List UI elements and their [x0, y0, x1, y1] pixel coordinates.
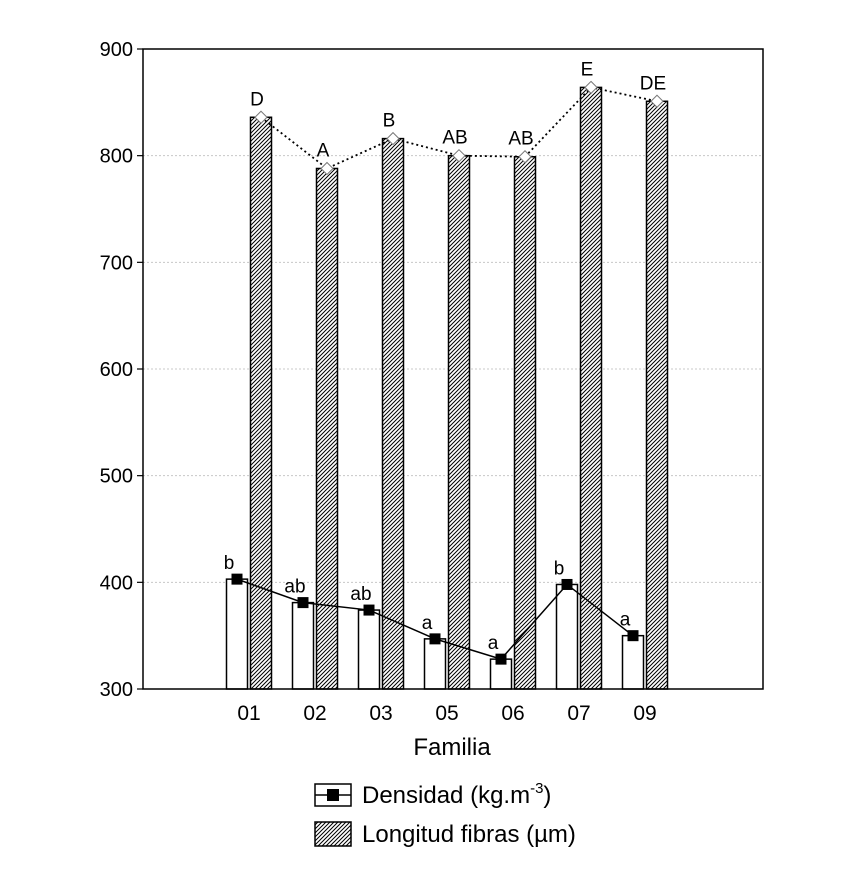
y-tick-label-300: 300 — [100, 679, 133, 701]
legend-marker-densidad — [327, 789, 339, 801]
legend-swatch-longitud — [314, 821, 352, 847]
marker-densidad-06 — [495, 653, 507, 665]
bar-longitud-06 — [513, 155, 537, 690]
marker-longitud-02 — [320, 161, 334, 176]
y-tick-label-900: 900 — [100, 39, 133, 61]
marker-densidad-09 — [627, 630, 639, 642]
letter-longitud-01: D — [250, 89, 264, 110]
bar-longitud-09 — [645, 100, 669, 690]
letter-longitud-03: B — [383, 111, 396, 132]
bar-longitud-05 — [447, 154, 471, 690]
letter-densidad-01: b — [224, 553, 235, 574]
marker-densidad-07 — [561, 578, 573, 590]
legend-label-densidad: Densidad (kg.m-3) — [362, 780, 551, 809]
marker-longitud-06 — [518, 150, 532, 164]
significance-letters: b Dab Aab Ba AB a AB b Ea DE — [224, 59, 666, 654]
y-tick-label-600: 600 — [100, 359, 133, 381]
letter-longitud-09: DE — [640, 73, 666, 94]
x-tick-label-01: 01 — [237, 702, 260, 725]
marker-densidad-03 — [363, 604, 375, 616]
letter-longitud-06: AB — [508, 129, 533, 150]
marker-longitud-03 — [386, 131, 400, 146]
x-tick-label-03: 03 — [369, 702, 392, 725]
bar-densidad-05 — [423, 638, 447, 690]
letter-densidad-02: ab — [284, 577, 305, 598]
y-tick-label-400: 400 — [100, 572, 133, 594]
y-tick-label-700: 700 — [100, 252, 133, 274]
x-tick-label-02: 02 — [303, 702, 326, 725]
bar-densidad-09 — [621, 634, 645, 690]
x-axis-ticks: 01 02 03 05 06 07 09 — [237, 702, 656, 725]
letter-densidad-05: a — [422, 613, 433, 634]
y-tick-label-500: 500 — [100, 466, 133, 488]
letter-densidad-06: a — [488, 633, 499, 654]
markers — [231, 80, 664, 665]
x-tick-label-09: 09 — [633, 702, 656, 725]
y-tick-label-800: 800 — [100, 146, 133, 168]
legend-label-longitud: Longitud fibras (µm) — [362, 821, 576, 848]
x-axis-title: Familia — [413, 734, 491, 761]
marker-longitud-01 — [254, 110, 268, 124]
marker-densidad-05 — [429, 633, 441, 645]
bar-densidad-01 — [225, 578, 249, 690]
letter-densidad-07: b — [554, 558, 565, 579]
bar-longitud-01 — [249, 116, 273, 690]
bar-densidad-02 — [291, 601, 315, 690]
marker-longitud-09 — [650, 94, 664, 108]
legend-item-longitud: Longitud fibras (µm) — [314, 821, 576, 848]
bar-densidad-07 — [555, 583, 579, 690]
letter-densidad-09: a — [620, 610, 631, 631]
marker-densidad-02 — [297, 597, 309, 609]
bar-densidad-03 — [357, 609, 381, 690]
marker-longitud-05 — [452, 148, 466, 163]
bar-longitud-03 — [381, 137, 405, 690]
letter-densidad-03: ab — [350, 584, 371, 605]
letter-longitud-02: A — [317, 140, 330, 161]
marker-longitud-07 — [584, 80, 598, 95]
bar-longitud-02 — [315, 167, 339, 690]
y-axis-ticks: 300 400 500 600 700 800 900 — [100, 39, 143, 701]
x-tick-label-06: 06 — [501, 702, 524, 725]
letter-longitud-05: AB — [442, 128, 467, 149]
x-tick-label-05: 05 — [435, 702, 458, 725]
bar-longitud-07 — [579, 86, 603, 690]
legend: Densidad (kg.m-3) Longitud fibras (µm) — [314, 780, 576, 848]
marker-densidad-01 — [231, 573, 243, 585]
letter-longitud-07: E — [581, 59, 594, 80]
x-tick-label-07: 07 — [567, 702, 590, 725]
legend-item-densidad: Densidad (kg.m-3) — [314, 780, 551, 809]
